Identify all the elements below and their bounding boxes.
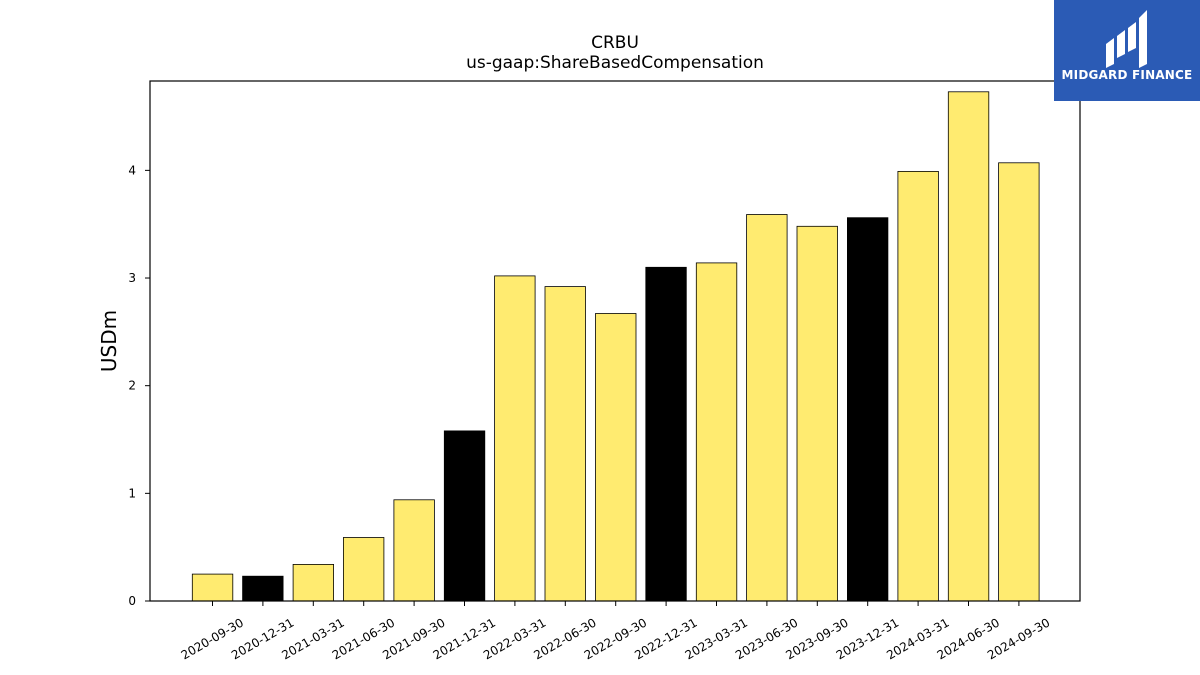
brand-logo: MIDGARD FINANCE <box>1054 0 1200 101</box>
bar-2021-09-30 <box>393 499 435 602</box>
y-axis: 0 1 2 3 4 <box>128 163 150 608</box>
bars-group <box>191 91 1040 602</box>
bar-2021-06-30 <box>342 537 385 602</box>
x-axis: 2020-09-302020-12-312021-03-312021-06-30… <box>179 601 1052 662</box>
plot-frame <box>149 80 1081 602</box>
bar-2024-03-31 <box>897 170 939 602</box>
y-tick-label: 4 <box>128 163 136 177</box>
bar-2024-09-30 <box>998 162 1040 602</box>
logo-mark-icon <box>1106 10 1147 68</box>
chart-subtitle: us-gaap:ShareBasedCompensation <box>466 53 764 73</box>
bar-2022-12-31 <box>645 266 687 602</box>
logo-text: MIDGARD FINANCE <box>1061 68 1193 82</box>
y-tick-label: 1 <box>128 486 136 500</box>
bar-2022-06-30 <box>544 286 586 602</box>
y-axis-label: USDm <box>97 310 121 372</box>
bar-2024-06-30 <box>947 91 990 602</box>
bar-2023-06-30 <box>746 214 788 602</box>
bar-2020-09-30 <box>191 573 234 602</box>
bar-2020-12-31 <box>242 575 284 602</box>
y-tick-label: 3 <box>128 271 136 285</box>
y-tick-label: 2 <box>128 379 136 393</box>
bar-2022-09-30 <box>595 313 637 602</box>
bar-2022-03-31 <box>494 275 536 602</box>
bar-2021-12-31 <box>443 430 486 602</box>
y-tick-label: 0 <box>128 594 136 608</box>
chart-title: CRBU <box>591 33 639 53</box>
bar-2023-12-31 <box>847 217 889 602</box>
bar-2021-03-31 <box>292 564 335 602</box>
bar-2023-03-31 <box>695 262 738 602</box>
bar-2023-09-30 <box>796 225 838 602</box>
